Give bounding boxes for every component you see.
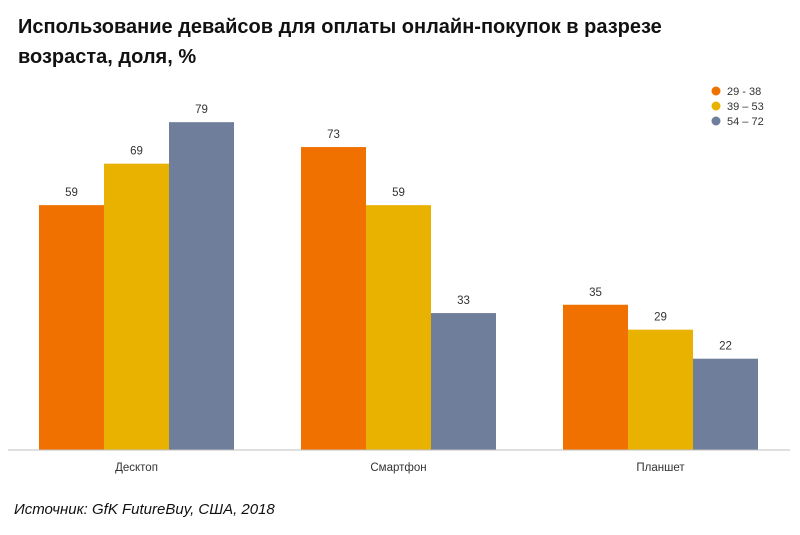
- x-tick-label-2: Смартфон: [370, 462, 426, 474]
- data-label-2-2: 59: [392, 187, 405, 199]
- data-label-1-3: 79: [195, 104, 208, 116]
- bar-1-2: [104, 163, 169, 450]
- bar-2-3: [431, 313, 496, 450]
- source-note: Источник: GfK FutureBuy, США, 2018: [14, 501, 275, 518]
- data-label-3-2: 29: [654, 312, 667, 324]
- data-label-3-1: 35: [589, 287, 602, 299]
- bars-layer: [39, 122, 758, 451]
- legend-marker-3: [711, 116, 721, 126]
- bar-2-1: [301, 147, 366, 451]
- bar-1-3: [169, 122, 234, 451]
- data-label-2-1: 73: [327, 129, 340, 141]
- x-tick-label-3: Планшет: [636, 462, 685, 474]
- legend: 29 - 38 39 – 53 54 – 72: [711, 86, 764, 128]
- legend-marker-2: [711, 101, 721, 111]
- chart-title: Использование девайсов для оплаты онлайн…: [18, 16, 662, 68]
- data-label-1-1: 59: [65, 187, 78, 199]
- bar-2-2: [366, 205, 431, 450]
- legend-marker-1: [711, 86, 721, 96]
- bar-3-3: [693, 358, 758, 450]
- legend-label-3: 54 – 72: [727, 116, 764, 128]
- data-labels-layer: 59 69 79 73 59 33 35 29 22: [65, 104, 732, 353]
- bar-3-1: [563, 304, 628, 450]
- legend-label-1: 29 - 38: [727, 86, 761, 98]
- bar-1-1: [39, 205, 104, 450]
- data-label-3-3: 22: [719, 341, 732, 353]
- data-label-2-3: 33: [457, 295, 470, 307]
- x-tick-labels-layer: Десктоп Смартфон Планшет: [115, 462, 685, 474]
- legend-label-2: 39 – 53: [727, 101, 764, 113]
- data-label-1-2: 69: [130, 146, 143, 158]
- x-tick-label-1: Десктоп: [115, 462, 158, 474]
- bar-3-2: [628, 329, 693, 450]
